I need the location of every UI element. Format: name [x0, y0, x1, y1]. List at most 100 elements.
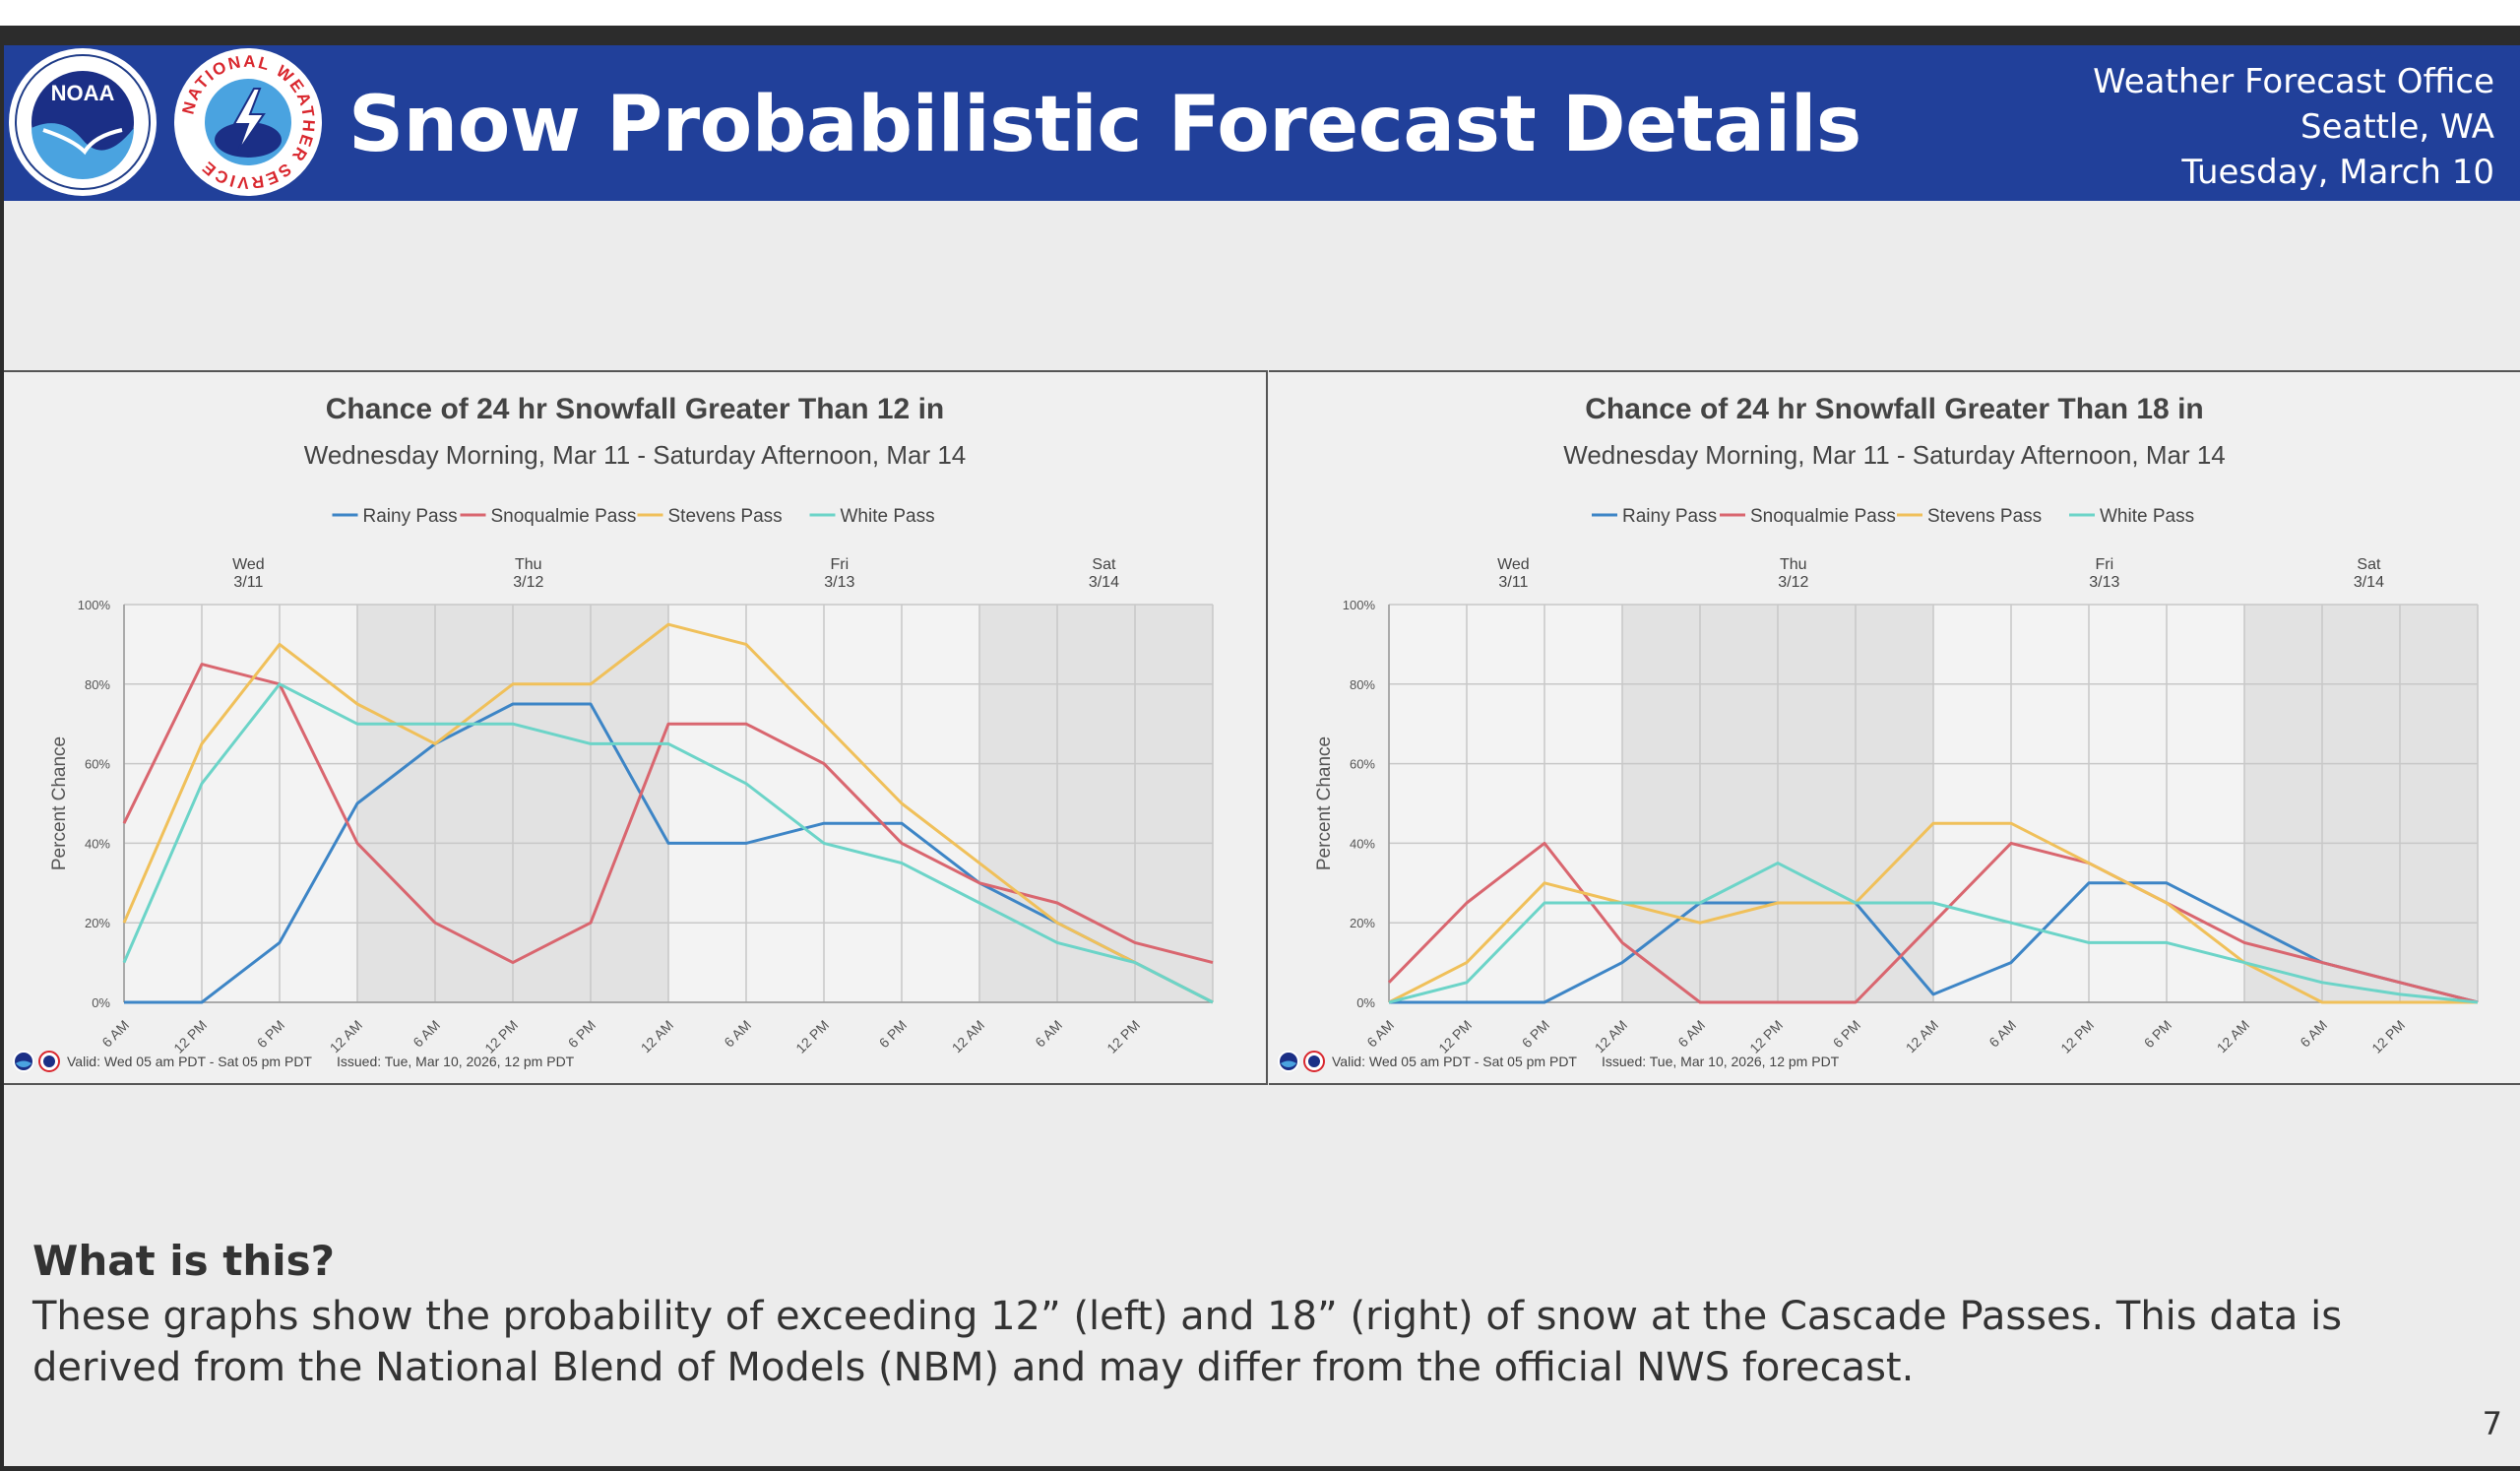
- day-label: Fri: [830, 556, 849, 573]
- noaa-mini-logo-wave: [16, 1060, 32, 1067]
- x-tick-label: 6 AM: [1985, 1017, 2019, 1051]
- y-tick-label: 60%: [1350, 757, 1375, 772]
- x-tick-label: 6 PM: [1519, 1017, 1552, 1051]
- nws-mini-logo-center: [1308, 1055, 1320, 1067]
- series-line-snoqualmie-pass: [1387, 841, 2479, 1004]
- y-axis-title: Percent Chance: [1314, 736, 1335, 870]
- chart-title: Chance of 24 hr Snowfall Greater Than 18…: [1585, 393, 2204, 425]
- x-tick-label: 6 AM: [1032, 1017, 1065, 1051]
- series-line-stevens-pass: [122, 622, 1214, 1004]
- issued-time: Issued: Tue, Mar 10, 2026, 12 pm PDT: [337, 1054, 575, 1069]
- legend-label: Rainy Pass: [1622, 506, 1717, 527]
- x-tick-label: 6 AM: [1674, 1017, 1708, 1051]
- nws-mini-logo-icon: [38, 1051, 60, 1072]
- y-tick-label: 40%: [1350, 836, 1375, 851]
- explanation: What is this? These graphs show the prob…: [32, 1237, 2454, 1393]
- date-label: 3/13: [2089, 574, 2119, 591]
- legend-item: Snoqualmie Pass: [460, 506, 637, 527]
- x-tick-label: 6 PM: [254, 1017, 287, 1051]
- legend-label: Rainy Pass: [363, 506, 458, 527]
- x-tick-label: 6 PM: [565, 1017, 598, 1051]
- y-tick-label: 0%: [1356, 995, 1375, 1010]
- office-date: Tuesday, March 10: [2181, 153, 2494, 192]
- chart-subtitle: Wednesday Morning, Mar 11 - Saturday Aft…: [304, 440, 967, 470]
- x-tick-label: 6 PM: [2141, 1017, 2174, 1051]
- series-line-rainy-pass: [124, 702, 1214, 1004]
- legend-label: Stevens Pass: [1927, 506, 2042, 527]
- legend-label: White Pass: [841, 506, 935, 527]
- day-label: Sat: [1092, 556, 1116, 573]
- plot-area: 0% 20% 40% 60% 80% 100% 6 AM 12 PM 6 PM 12 AM 6 AM…: [49, 556, 1214, 1056]
- night-band: [2244, 605, 2478, 1002]
- noaa-mini-logo-icon: [1278, 1051, 1299, 1072]
- x-tick-label: 12 PM: [2368, 1017, 2408, 1056]
- x-tick-label: 6 AM: [721, 1017, 754, 1051]
- y-tick-label: 100%: [1343, 598, 1376, 612]
- explanation-body: These graphs show the probability of exc…: [32, 1294, 2343, 1390]
- office-name: Weather Forecast Office: [2093, 62, 2494, 101]
- day-label: Wed: [232, 556, 265, 573]
- slide: NOAA NATIONAL WEATHER SERVICE Snow Proba…: [4, 45, 2520, 1466]
- legend-item: Stevens Pass: [637, 506, 783, 527]
- x-tick-label: 12 AM: [2214, 1017, 2252, 1055]
- legend-item: White Pass: [809, 506, 935, 527]
- office-info: Weather Forecast Office Seattle, WA Tues…: [2093, 59, 2494, 195]
- noaa-mini-logo-icon: [13, 1051, 34, 1072]
- x-tick-label: 6 AM: [2297, 1017, 2330, 1051]
- noaa-logo-text: NOAA: [51, 81, 115, 105]
- x-tick-label: 12 PM: [481, 1017, 521, 1056]
- day-label: Sat: [2357, 556, 2381, 573]
- date-label: 3/14: [1089, 574, 1119, 591]
- chart-footer: Valid: Wed 05 am PDT - Sat 05 pm PDT Issu…: [1278, 1051, 1840, 1072]
- page-number: 7: [2482, 1405, 2502, 1442]
- y-tick-label: 100%: [78, 598, 111, 612]
- series-line-rainy-pass: [1389, 881, 2479, 1004]
- valid-time: Valid: Wed 05 am PDT - Sat 05 pm PDT: [67, 1054, 312, 1069]
- x-tick-label: 6 PM: [1830, 1017, 1863, 1051]
- noaa-logo-icon: NOAA: [9, 48, 157, 196]
- top-strip: [0, 0, 2520, 26]
- date-label: 3/11: [1498, 574, 1528, 591]
- y-axis-title: Percent Chance: [49, 736, 70, 870]
- explanation-heading: What is this?: [32, 1237, 336, 1285]
- y-tick-label: 20%: [1350, 916, 1375, 930]
- page-title: Snow Probabilistic Forecast Details: [348, 81, 1861, 169]
- y-tick-label: 20%: [85, 916, 110, 930]
- x-tick-label: 12 PM: [170, 1017, 210, 1056]
- legend-label: White Pass: [2100, 506, 2194, 527]
- series-line-stevens-pass: [1388, 821, 2478, 1004]
- legend-item: Rainy Pass: [1592, 506, 1717, 527]
- y-tick-label: 80%: [1350, 677, 1375, 692]
- x-tick-label: 6 PM: [876, 1017, 910, 1051]
- legend-item: Rainy Pass: [332, 506, 458, 527]
- date-label: 3/12: [513, 574, 543, 591]
- noaa-mini-logo-wave: [1281, 1060, 1296, 1067]
- x-tick-label: 12 PM: [1746, 1017, 1786, 1056]
- legend-label: Snoqualmie Pass: [491, 506, 637, 527]
- y-tick-label: 40%: [85, 836, 110, 851]
- date-label: 3/13: [824, 574, 854, 591]
- series-line-snoqualmie-pass: [122, 663, 1214, 965]
- series-line-white-pass: [122, 682, 1214, 1004]
- x-tick-label: 12 AM: [949, 1017, 987, 1055]
- y-tick-label: 0%: [92, 995, 110, 1010]
- plot-area: 0% 20% 40% 60% 80% 100% 6 AM 12 PM 6 PM 12 AM 6 AM…: [1314, 556, 2479, 1056]
- day-label: Wed: [1497, 556, 1530, 573]
- header-banner: NOAA NATIONAL WEATHER SERVICE Snow Proba…: [4, 45, 2520, 201]
- day-label: Thu: [515, 556, 542, 573]
- chart-footer: Valid: Wed 05 am PDT - Sat 05 pm PDT Issu…: [13, 1051, 575, 1072]
- chart-18in: Chance of 24 hr Snowfall Greater Than 18…: [1278, 393, 2479, 1072]
- valid-time: Valid: Wed 05 am PDT - Sat 05 pm PDT: [1332, 1054, 1577, 1069]
- chart-title: Chance of 24 hr Snowfall Greater Than 12…: [326, 393, 945, 425]
- night-band: [979, 605, 1213, 1002]
- date-label: 3/11: [233, 574, 263, 591]
- chart-12in: Chance of 24 hr Snowfall Greater Than 12…: [13, 393, 1214, 1072]
- y-tick-label: 60%: [85, 757, 110, 772]
- date-label: 3/14: [2354, 574, 2384, 591]
- y-tick-label: 80%: [85, 677, 110, 692]
- x-tick-label: 12 AM: [327, 1017, 365, 1055]
- issued-time: Issued: Tue, Mar 10, 2026, 12 pm PDT: [1602, 1054, 1840, 1069]
- chart-panel-right: Chance of 24 hr Snowfall Greater Than 18…: [1269, 370, 2520, 1085]
- chart-legend: Rainy Pass Snoqualmie Pass Stevens Pass Whi…: [332, 506, 935, 527]
- chart-panel-left: Chance of 24 hr Snowfall Greater Than 12…: [4, 370, 1268, 1085]
